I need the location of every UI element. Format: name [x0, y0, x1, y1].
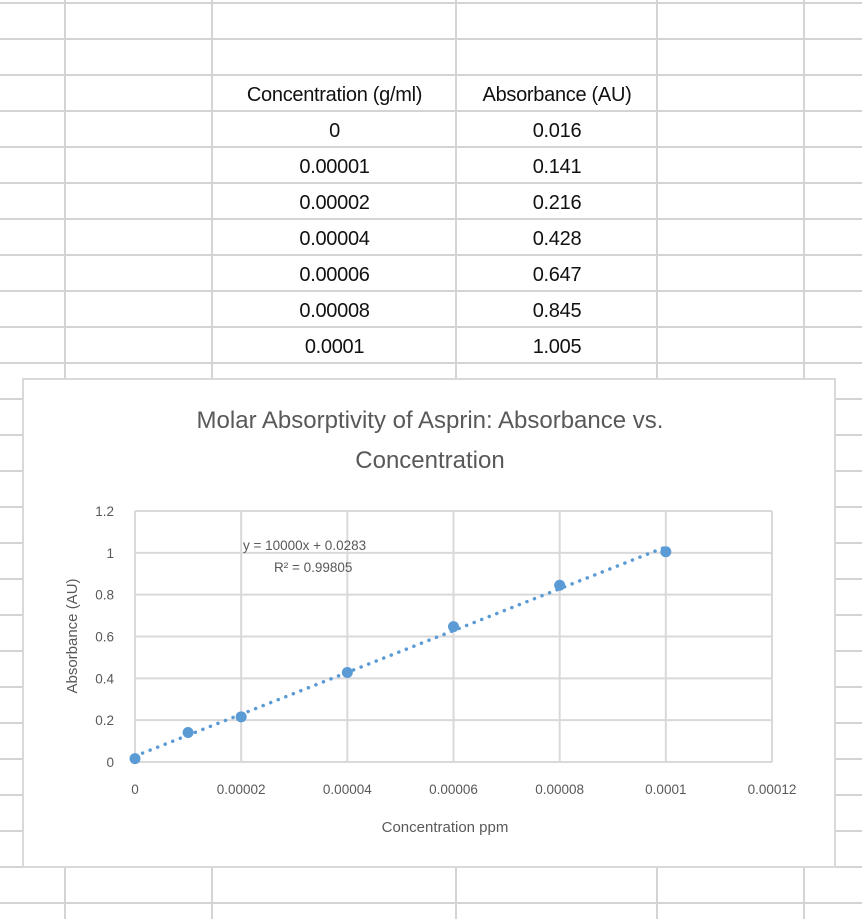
y-tick-label: 0.2	[95, 713, 114, 728]
x-axis-ticks: 0 0.00002 0.00004 0.00006 0.00008 0.0001 0.000…	[131, 782, 796, 797]
header-concentration[interactable]: Concentration (g/ml)	[246, 84, 423, 106]
row-gridline	[0, 902, 862, 904]
scatter-chart[interactable]: Molar Absorptivity of Asprin: Absorbance…	[22, 378, 836, 868]
y-tick-label: 0.8	[95, 588, 114, 603]
data-point-marker[interactable]	[129, 753, 141, 765]
row-gridline	[0, 254, 862, 256]
chart-title-line2: Concentration	[355, 447, 504, 474]
row-gridline	[0, 146, 862, 148]
header-absorbance[interactable]: Absorbance (AU)	[482, 84, 632, 106]
row-gridline	[0, 74, 862, 76]
x-tick-label: 0.00004	[323, 782, 372, 797]
x-tick-label: 0	[131, 782, 139, 797]
cell-concentration[interactable]: 0.00001	[299, 156, 370, 178]
data-point-marker[interactable]	[554, 579, 566, 591]
data-point-marker[interactable]	[448, 621, 459, 633]
row-gridline	[0, 38, 862, 40]
y-axis-title: Absorbance (AU)	[64, 578, 81, 693]
cell-concentration[interactable]: 0.00002	[299, 192, 370, 214]
row-gridline	[0, 326, 862, 328]
x-tick-label: 0.00012	[748, 782, 797, 797]
cell-concentration[interactable]: 0.00006	[299, 264, 370, 286]
cell-concentration[interactable]: 0.0001	[304, 336, 365, 358]
cell-concentration[interactable]: 0	[329, 120, 340, 142]
row-gridline	[0, 290, 862, 292]
cell-absorbance[interactable]: 0.845	[532, 300, 582, 322]
cell-absorbance[interactable]: 0.016	[532, 120, 582, 142]
trendline-r-squared[interactable]: R² = 0.99805	[274, 560, 352, 575]
y-tick-label: 1.2	[95, 504, 114, 519]
x-tick-label: 0.0001	[645, 782, 686, 797]
data-point-marker[interactable]	[182, 727, 194, 739]
row-gridline	[0, 362, 862, 364]
linear-trendline[interactable]	[133, 545, 668, 758]
cell-absorbance[interactable]: 0.216	[532, 192, 582, 214]
y-tick-label: 0.4	[95, 671, 114, 686]
x-tick-label: 0.00002	[217, 782, 266, 797]
row-gridline	[0, 182, 862, 184]
x-tick-label: 0.00008	[535, 782, 584, 797]
cell-absorbance[interactable]: 0.141	[532, 156, 582, 178]
row-gridline	[0, 2, 862, 4]
cell-concentration[interactable]: 0.00008	[299, 300, 370, 322]
plot-gridlines	[134, 510, 773, 763]
data-point-marker[interactable]	[341, 666, 353, 678]
data-point-marker[interactable]	[660, 546, 672, 558]
y-tick-label: 0.6	[95, 630, 114, 645]
cell-absorbance[interactable]: 1.005	[532, 336, 582, 358]
cell-absorbance[interactable]: 0.647	[532, 264, 582, 286]
data-point-marker[interactable]	[235, 711, 247, 723]
y-axis-ticks: 0 0.2 0.4 0.6 0.8 1 1.2	[95, 504, 114, 770]
x-axis-title: Concentration ppm	[382, 819, 509, 836]
cell-absorbance[interactable]: 0.428	[532, 228, 582, 250]
y-tick-label: 1	[106, 546, 114, 561]
cell-concentration[interactable]: 0.00004	[299, 228, 370, 250]
data-series-markers[interactable]	[129, 546, 672, 765]
row-gridline	[0, 110, 862, 112]
x-tick-label: 0.00006	[429, 782, 478, 797]
trendline-equation[interactable]: y = 10000x + 0.0283	[243, 538, 366, 553]
y-tick-label: 0	[106, 755, 114, 770]
chart-title-line1: Molar Absorptivity of Asprin: Absorbance…	[197, 407, 664, 434]
row-gridline	[0, 218, 862, 220]
